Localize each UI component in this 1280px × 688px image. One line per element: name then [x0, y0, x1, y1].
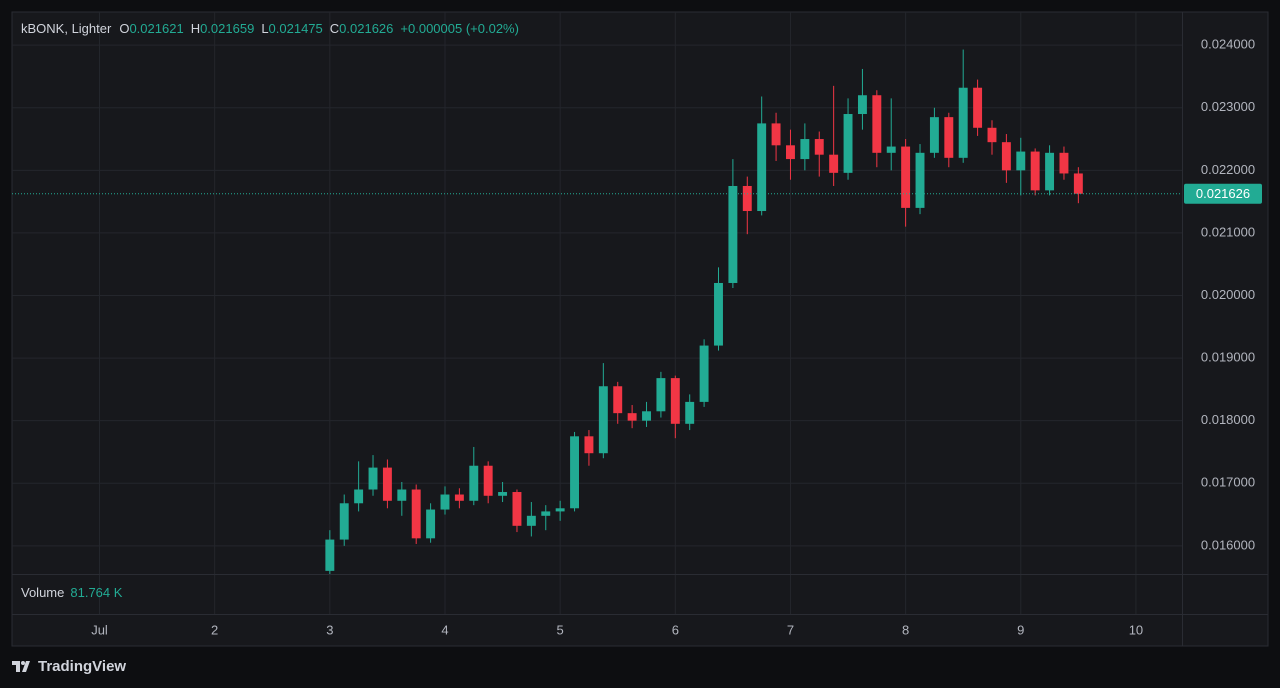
- candle-body: [958, 87, 968, 158]
- candle-body: [944, 117, 954, 158]
- x-tick-label: 7: [787, 622, 794, 637]
- candle-body: [1016, 151, 1026, 171]
- x-tick-label: Jul: [91, 622, 108, 637]
- candle-body: [929, 117, 939, 153]
- volume-legend: Volume 81.764 K: [21, 585, 123, 600]
- x-tick-label: 10: [1129, 622, 1143, 637]
- candle-body: [699, 345, 709, 402]
- candle-body: [411, 489, 421, 539]
- candle-body: [541, 511, 551, 516]
- candles: [325, 49, 1083, 574]
- candle-body: [901, 146, 911, 208]
- candle-body: [814, 139, 824, 155]
- open-value: 0.021621: [129, 21, 183, 36]
- candle-body: [483, 465, 493, 496]
- logo-dot: [21, 661, 25, 665]
- candle-body: [670, 378, 680, 424]
- candle-body: [1030, 151, 1040, 191]
- y-tick-label: 0.017000: [1201, 475, 1255, 490]
- y-tick-label: 0.016000: [1201, 537, 1255, 552]
- candle-body: [325, 539, 335, 571]
- candle-body: [829, 154, 839, 173]
- candle-body: [973, 87, 983, 128]
- y-tick-label: 0.023000: [1201, 99, 1255, 114]
- candle-body: [843, 114, 853, 173]
- low-value: 0.021475: [269, 21, 323, 36]
- last-price-label: 0.021626: [1196, 186, 1250, 201]
- candle-body: [872, 95, 882, 153]
- candle-body: [685, 401, 695, 424]
- candle-body: [397, 489, 407, 501]
- candle-body: [570, 436, 580, 509]
- x-tick-label: 4: [441, 622, 448, 637]
- candle-body: [382, 467, 392, 501]
- candle-body: [1059, 152, 1069, 174]
- candle-body: [786, 145, 795, 160]
- y-tick-label: 0.022000: [1201, 162, 1255, 177]
- candle-body: [1073, 173, 1083, 194]
- close-value: 0.021626: [339, 21, 393, 36]
- candle-body: [512, 492, 522, 526]
- candle-body: [742, 185, 752, 212]
- close-label: C: [330, 21, 339, 36]
- candle-body: [987, 127, 997, 143]
- candle-body: [354, 489, 364, 504]
- candle-body: [714, 282, 723, 346]
- candle-body: [728, 185, 738, 283]
- candle-body: [627, 413, 637, 421]
- candle-body: [915, 152, 925, 208]
- candle-body: [584, 436, 594, 454]
- y-tick-label: 0.024000: [1201, 37, 1255, 52]
- x-tick-label: 8: [902, 622, 909, 637]
- candle-body: [1045, 152, 1055, 191]
- brand-name: TradingView: [38, 658, 126, 675]
- low-label: L: [261, 21, 268, 36]
- candle-body: [598, 386, 608, 454]
- open-label: O: [119, 21, 129, 36]
- candle-body: [440, 494, 450, 510]
- candle-body: [339, 503, 349, 540]
- candle-body: [656, 378, 666, 412]
- candle-body: [368, 467, 378, 490]
- volume-label: Volume: [21, 585, 64, 600]
- high-value: 0.021659: [200, 21, 254, 36]
- x-tick-label: 2: [211, 622, 218, 637]
- candle-body: [526, 515, 536, 526]
- symbol: kBONK, Lighter: [21, 21, 112, 36]
- high-label: H: [191, 21, 200, 36]
- x-tick-label: 6: [672, 622, 679, 637]
- change: +0.000005 (+0.02%): [400, 21, 519, 36]
- y-tick-label: 0.021000: [1201, 224, 1255, 239]
- candle-body: [469, 465, 479, 501]
- candle-body: [771, 123, 781, 146]
- candle-body: [454, 494, 464, 501]
- chart-panel: [11, 11, 1269, 647]
- candle-body: [857, 95, 867, 115]
- x-tick-label: 3: [326, 622, 333, 637]
- candle-body: [1001, 142, 1011, 171]
- legend: kBONK, Lighter O0.021621 H0.021659 L0.02147…: [21, 21, 519, 36]
- last-price-box: [1184, 183, 1262, 204]
- y-tick-label: 0.020000: [1201, 287, 1255, 302]
- y-tick-label: 0.018000: [1201, 412, 1255, 427]
- candle-body: [800, 139, 810, 160]
- candle-body: [642, 411, 651, 421]
- volume-value: 81.764 K: [70, 585, 122, 600]
- candle-body: [613, 386, 623, 414]
- candle-body: [886, 146, 896, 153]
- logo-icon: [12, 661, 30, 672]
- tradingview-logo: TradingView: [12, 658, 126, 675]
- candle-body: [757, 123, 767, 212]
- candle-body: [555, 508, 565, 512]
- grid: [12, 12, 1182, 614]
- x-tick-label: 5: [557, 622, 564, 637]
- x-tick-label: 9: [1017, 622, 1024, 637]
- y-tick-label: 0.019000: [1201, 350, 1255, 365]
- candle-body: [426, 509, 436, 539]
- candle-body: [498, 492, 508, 496]
